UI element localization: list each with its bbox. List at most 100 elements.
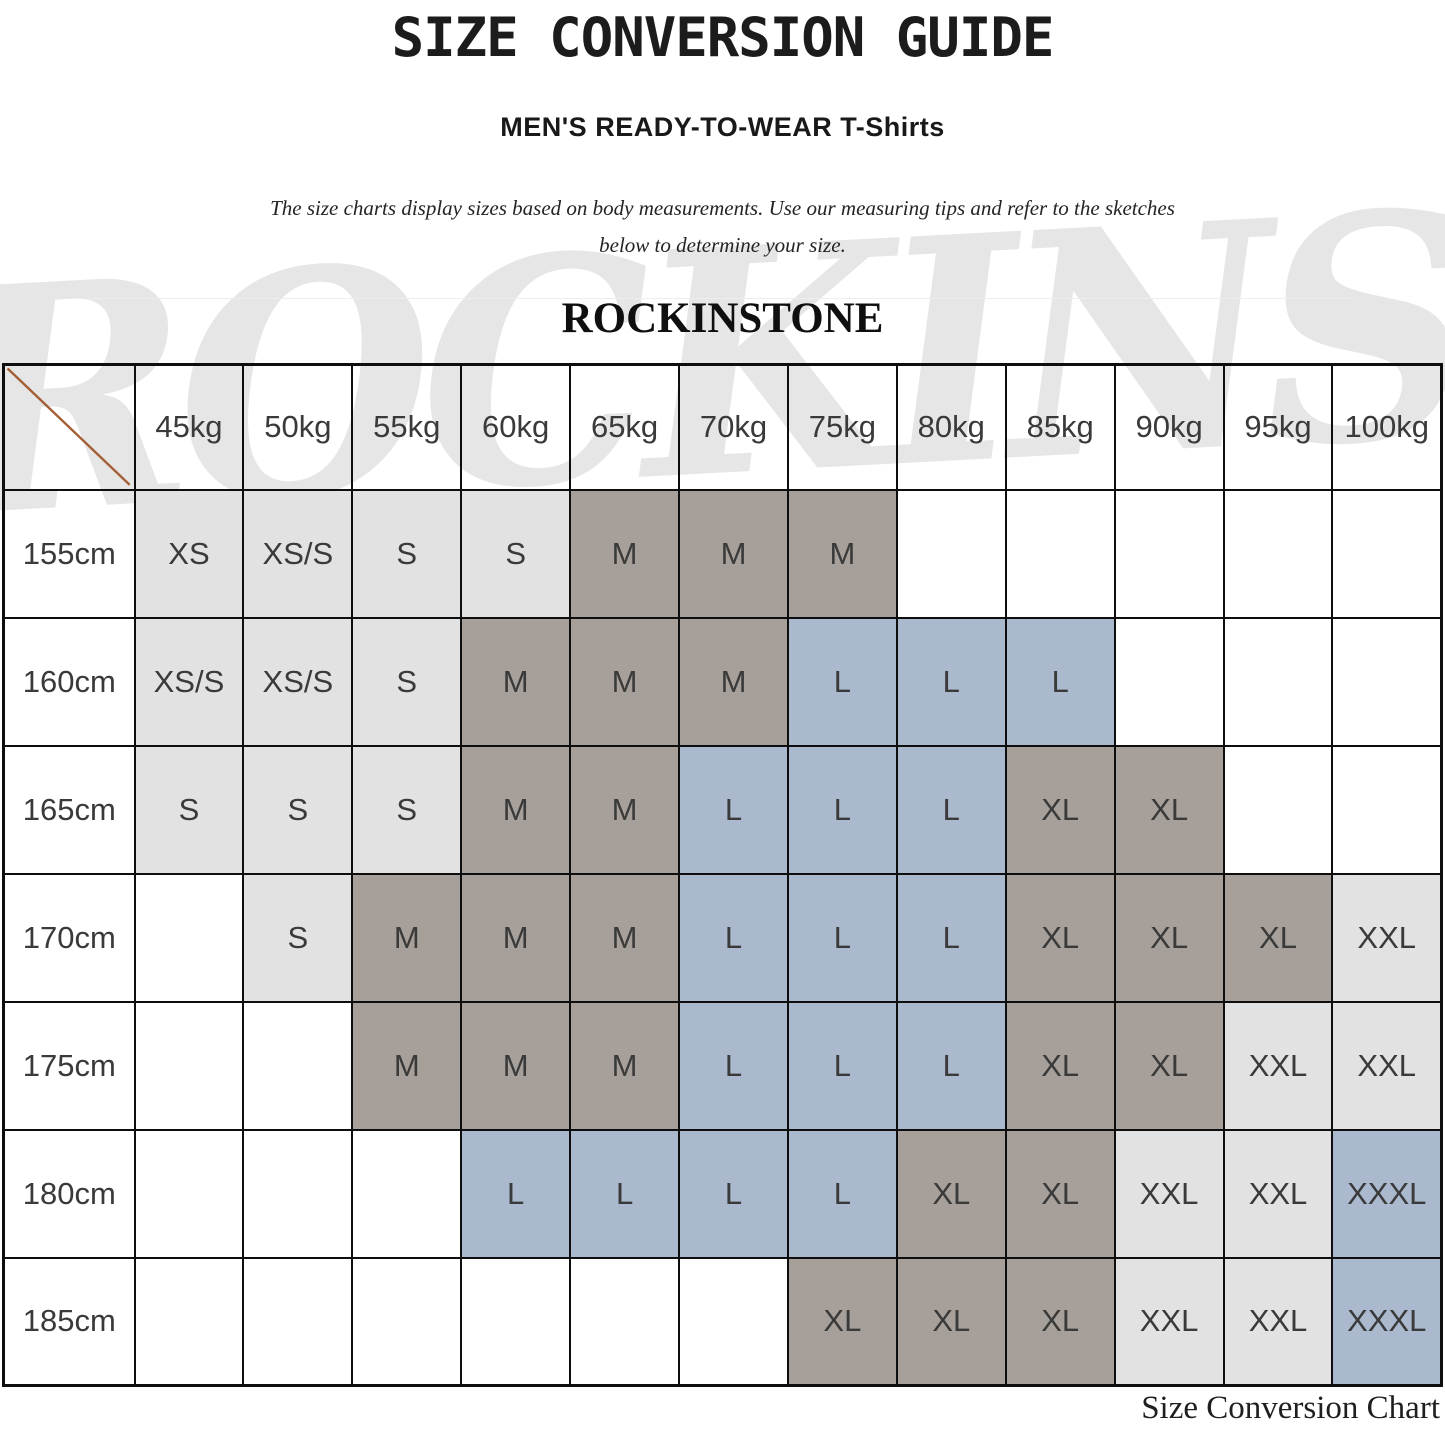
size-cell: XS/S (133, 616, 245, 747)
size-cell: L (895, 616, 1007, 747)
size-cell (1331, 744, 1443, 875)
size-cell: L (895, 744, 1007, 875)
size-cell: M (678, 488, 789, 619)
size-cell: S (351, 488, 463, 619)
size-cell: XL (1004, 1000, 1116, 1131)
size-cell: XS (133, 488, 245, 619)
size-cell: L (678, 1128, 789, 1259)
size-cell: XL (1113, 744, 1225, 875)
weight-column-header: 100kg (1331, 363, 1443, 491)
size-cell: XXXL (1331, 1128, 1443, 1259)
size-cell: S (133, 744, 245, 875)
diagonal-line (8, 368, 130, 484)
size-cell: L (786, 616, 898, 747)
height-row-label: 175cm (2, 1000, 136, 1131)
table-row: 170cm S M M M L L L XL XL XL XXL (2, 872, 1443, 1003)
size-cell: M (460, 872, 572, 1003)
weight-column-header: 50kg (242, 363, 354, 491)
size-cell: XXL (1113, 1128, 1225, 1259)
weight-column-header: 45kg (133, 363, 245, 491)
size-cell: XXL (1113, 1256, 1225, 1387)
weight-column-header: 90kg (1113, 363, 1225, 491)
size-cell (1004, 488, 1116, 619)
weight-column-header: 95kg (1222, 363, 1334, 491)
size-cell (1222, 488, 1334, 619)
size-cell: S (242, 744, 354, 875)
size-cell: S (460, 488, 572, 619)
size-cell: M (569, 744, 681, 875)
table-row: 160cm XS/S XS/S S M M M L L L (2, 616, 1443, 747)
size-cell: M (460, 616, 572, 747)
size-cell (678, 1256, 789, 1387)
size-cell: M (460, 744, 572, 875)
size-cell: L (569, 1128, 681, 1259)
size-cell (133, 1128, 245, 1259)
size-cell (569, 1256, 681, 1387)
size-cell: XXL (1331, 1000, 1443, 1131)
height-row-label: 170cm (2, 872, 136, 1003)
table-row: 185cm XL XL XL XXL XXL XXXL (2, 1256, 1443, 1387)
size-cell: L (678, 1000, 789, 1131)
size-cell (1222, 744, 1334, 875)
size-cell: L (678, 744, 789, 875)
size-cell: XL (1004, 744, 1116, 875)
size-cell: L (786, 872, 898, 1003)
size-cell: M (678, 616, 789, 747)
size-cell (133, 1000, 245, 1131)
height-row-label: 180cm (2, 1128, 136, 1259)
size-cell: M (786, 488, 898, 619)
size-cell: M (569, 872, 681, 1003)
weight-column-header: 75kg (786, 363, 898, 491)
size-cell: XL (895, 1256, 1007, 1387)
size-cell: M (351, 1000, 463, 1131)
size-cell (460, 1256, 572, 1387)
height-row-label: 155cm (2, 488, 136, 619)
size-cell: XL (1004, 872, 1116, 1003)
table-row: 175cm M M M L L L XL XL XXL XXL (2, 1000, 1443, 1131)
table-header: 45kg 50kg 55kg 60kg 65kg 70kg 75kg 80kg 85kg 90kg… (2, 363, 1443, 491)
description-text: The size charts display sizes based on b… (0, 190, 1445, 264)
table-row: 180cm L L L L XL XL XXL XXL XXXL (2, 1128, 1443, 1259)
diagonal-icon (5, 366, 134, 489)
table-body: 155cm XS XS/S S S M M M 160cm XS/S XS/S S M M M L L L 165c… (2, 488, 1443, 1387)
table-row: 155cm XS XS/S S S M M M (2, 488, 1443, 619)
weight-column-header: 60kg (460, 363, 572, 491)
size-cell: XXL (1222, 1256, 1334, 1387)
size-cell: L (895, 872, 1007, 1003)
size-conversion-table: 45kg 50kg 55kg 60kg 65kg 70kg 75kg 80kg 85kg 90kg… (2, 363, 1443, 1387)
weight-column-header: 55kg (351, 363, 463, 491)
weight-column-header: 70kg (678, 363, 789, 491)
size-cell (133, 872, 245, 1003)
size-cell: M (569, 488, 681, 619)
size-cell: XL (895, 1128, 1007, 1259)
page-subtitle: MEN'S READY-TO-WEAR T-Shirts (500, 112, 945, 142)
height-row-label: 160cm (2, 616, 136, 747)
size-cell: M (351, 872, 463, 1003)
header-row: 45kg 50kg 55kg 60kg 65kg 70kg 75kg 80kg 85kg 90kg… (2, 363, 1443, 491)
size-cell: XS/S (242, 616, 354, 747)
size-cell: S (351, 744, 463, 875)
size-cell: XXXL (1331, 1256, 1443, 1387)
size-cell: M (569, 616, 681, 747)
height-row-label: 185cm (2, 1256, 136, 1387)
weight-column-header: 65kg (569, 363, 681, 491)
size-cell (242, 1256, 354, 1387)
height-row-label: 165cm (2, 744, 136, 875)
size-cell: L (786, 1128, 898, 1259)
size-cell: M (460, 1000, 572, 1131)
corner-cell (2, 363, 136, 491)
weight-column-header: 80kg (895, 363, 1007, 491)
size-cell (1113, 616, 1225, 747)
size-cell: L (1004, 616, 1116, 747)
size-cell: XL (1113, 872, 1225, 1003)
size-cell: L (786, 1000, 898, 1131)
size-cell (351, 1128, 463, 1259)
size-cell: XL (1222, 872, 1334, 1003)
divider-line (88, 298, 1350, 299)
size-cell: S (242, 872, 354, 1003)
size-cell (242, 1000, 354, 1131)
size-cell: XL (1004, 1128, 1116, 1259)
size-cell (133, 1256, 245, 1387)
table-row: 165cm S S S M M L L L XL XL (2, 744, 1443, 875)
